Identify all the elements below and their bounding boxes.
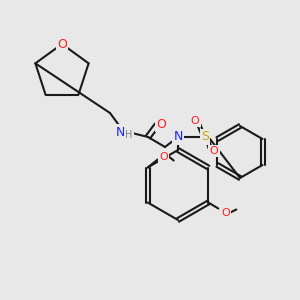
Text: N: N — [115, 125, 125, 139]
Text: O: O — [190, 116, 200, 126]
Text: H: H — [125, 130, 133, 140]
Text: O: O — [210, 146, 218, 156]
Text: S: S — [201, 130, 209, 143]
Text: O: O — [221, 208, 230, 218]
Text: N: N — [173, 130, 183, 143]
Text: O: O — [156, 118, 166, 130]
Text: O: O — [159, 152, 168, 161]
Text: O: O — [57, 38, 67, 50]
